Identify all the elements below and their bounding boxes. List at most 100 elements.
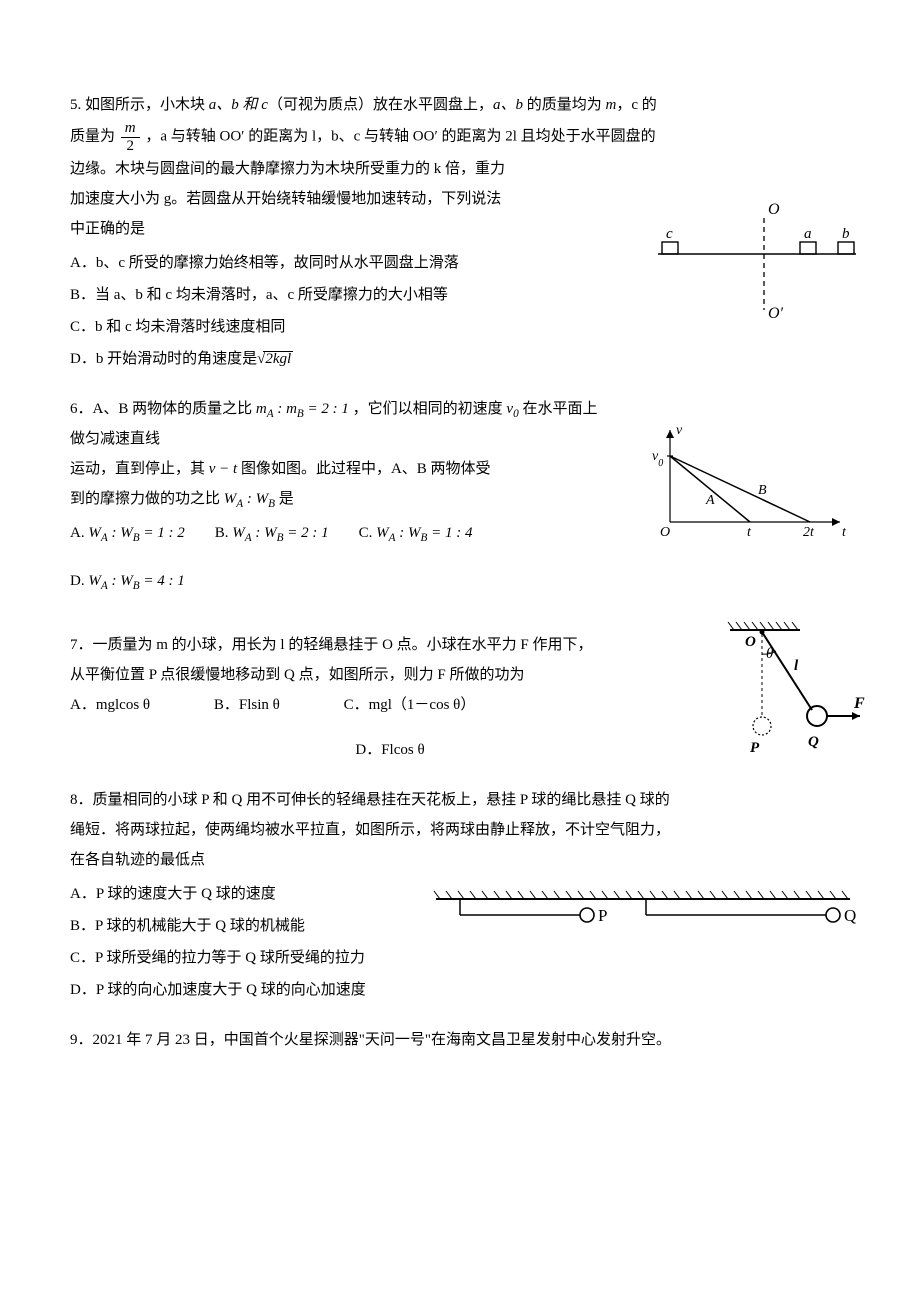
q5-ab: a、b: [493, 97, 523, 113]
q5-frac-den: 2: [121, 138, 140, 155]
q7-P-ball: [753, 717, 771, 735]
q6-ib: ，它们以相同的初速度: [349, 401, 507, 417]
q5-line3: 边缘。木块与圆盘间的最大静摩擦力为木块所受重力的 k 倍，重力: [70, 154, 850, 184]
q6-vt: v − t: [209, 461, 237, 477]
q6-fig-A: A: [705, 493, 715, 508]
q5-abc: a、b 和 c: [209, 97, 268, 113]
q7-optD: D．Flcos θ: [355, 742, 424, 758]
q8-P-ball: [580, 908, 594, 922]
q7-Q-ball: [807, 706, 827, 726]
q5-line2: 质量为 m 2 ，a 与转轴 OO′ 的距离为 l，b、c 与转轴 OO′ 的距…: [70, 120, 850, 154]
q6-v0: v0: [506, 401, 518, 417]
q7-optC: C．mgl（1－cos θ）: [344, 690, 476, 720]
question-9: 9．2021 年 7 月 23 日，中国首个火星探测器"天问一号"在海南文昌卫星…: [70, 1025, 850, 1055]
q7-optD-row: D．Flcos θ: [70, 735, 710, 765]
q6-lineB: [670, 456, 810, 522]
q8-optC: C．P 球所受绳的拉力等于 Q 球所受绳的拉力: [70, 943, 850, 973]
q6-C-val: WA : WB = 1 : 4: [376, 525, 472, 541]
q6-fig-v: v: [676, 423, 683, 438]
q6-A-val: WA : WB = 1 : 2: [88, 525, 184, 541]
q7-figure: O P θ l Q F: [700, 618, 870, 758]
q7-line2: 从平衡位置 P 点很缓慢地移动到 Q 点，如图所示，则力 F 所做的功为: [70, 660, 710, 690]
q6-optD: D. WA : WB = 4 : 1: [70, 566, 185, 596]
q6-W: WA : WB: [224, 491, 275, 507]
q9-line1: 9．2021 年 7 月 23 日，中国首个火星探测器"天问一号"在海南文昌卫星…: [70, 1025, 850, 1055]
question-5: 5. 如图所示，小木块 a、b 和 c（可视为质点）放在水平圆盘上，a、b 的质…: [70, 90, 850, 374]
q6-line2: 运动，直到停止，其 v − t 图像如图。此过程中，A、B 两物体受: [70, 454, 610, 484]
q6-B-val: WA : WB = 2 : 1: [232, 525, 328, 541]
q6-l3: 到的摩擦力做的功之比: [70, 491, 224, 507]
q6-D-val: WA : WB = 4 : 1: [88, 573, 184, 589]
q5-fraction: m 2: [121, 120, 140, 154]
q8-hatching: [434, 891, 848, 899]
q5-l1b: （可视为质点）放在水平圆盘上，: [268, 97, 493, 113]
q8-Q-ball: [826, 908, 840, 922]
q6-lineA: [670, 456, 750, 522]
q7-F-arrow: [852, 712, 860, 720]
q5-l1c: 的质量均为: [523, 97, 606, 113]
q6-l2b: 图像如图。此过程中，A、B 两物体受: [237, 461, 490, 477]
q6-l2a: 运动，直到停止，其: [70, 461, 209, 477]
q6-ia: 6．A、B 两物体的质量之比: [70, 401, 256, 417]
q6-yarrow: [666, 430, 674, 438]
q7-fig-P: P: [750, 740, 760, 756]
q6-B-lbl: B.: [215, 525, 229, 541]
q6-fig-v0: v0: [652, 449, 663, 469]
q8-fig-P: P: [598, 906, 607, 925]
q7-optB: B．Flsin θ: [214, 690, 280, 720]
q5-fig-a-rect: [800, 242, 816, 254]
q7-line1: 7．一质量为 m 的小球，用长为 l 的轻绳悬挂于 O 点。小球在水平力 F 作…: [70, 630, 710, 660]
q7-optA: A．mglcos θ: [70, 690, 150, 720]
q5-fig-a: a: [804, 226, 812, 242]
q5-fig-Op: O′: [768, 305, 784, 322]
q8-line2: 绳短．将两球拉起，使两绳均被水平拉直，如图所示，将两球由静止释放，不计空气阻力，: [70, 815, 850, 845]
q7-fig-l: l: [794, 658, 799, 674]
q7-hatching: [728, 622, 798, 630]
q5-fig-b-rect: [838, 242, 854, 254]
q5-frac-num: m: [121, 120, 140, 138]
q6-optB: B. WA : WB = 2 : 1: [215, 518, 329, 548]
q6-fig-t: t: [747, 525, 752, 540]
q8-line1: 8．质量相同的小球 P 和 Q 用不可伸长的轻绳悬挂在天花板上，悬挂 P 球的绳…: [70, 785, 850, 815]
q6-A-lbl: A.: [70, 525, 85, 541]
q8-figure: P Q: [430, 885, 860, 935]
q8-optD: D．P 球的向心加速度大于 Q 球的向心加速度: [70, 975, 850, 1005]
q6-C-lbl: C.: [359, 525, 373, 541]
q5-fig-c: c: [666, 226, 673, 242]
q6-optA: A. WA : WB = 1 : 2: [70, 518, 185, 548]
q6-fig-B: B: [758, 483, 767, 498]
q5-figure: O O′ c a b: [650, 200, 860, 330]
q6-figure: v v0 A B O t 2t t: [650, 422, 850, 542]
q5-D-pre: D．b 开始滑动时的角速度是: [70, 351, 257, 367]
q5-sqrt-arg: 2kgl: [263, 351, 293, 367]
q5-commac: ，c 的: [616, 97, 656, 113]
q7-rope: [762, 632, 812, 710]
q5-m: m: [605, 97, 616, 113]
q6-options: A. WA : WB = 1 : 2 B. WA : WB = 2 : 1 C.…: [70, 514, 610, 600]
q7-fig-F: F: [853, 695, 865, 712]
q6-line3: 到的摩擦力做的功之比 WA : WB 是: [70, 484, 610, 514]
q5-fig-c-rect: [662, 242, 678, 254]
q6-optC: C. WA : WB = 1 : 4: [359, 518, 473, 548]
q6-xarrow: [832, 518, 840, 526]
q7-fig-O: O: [745, 634, 756, 650]
q5-line1: 5. 如图所示，小木块 a、b 和 c（可视为质点）放在水平圆盘上，a、b 的质…: [70, 90, 850, 120]
q5-fig-O: O: [768, 201, 780, 218]
q6-fig-tax: t: [842, 525, 847, 540]
q8-fig-Q: Q: [844, 906, 856, 925]
q5-l2: ，a 与转轴 OO′ 的距离为 l，b、c 与转轴 OO′ 的距离为 2l 且均…: [145, 128, 655, 144]
question-6: v v0 A B O t 2t t 6．A、B 两物体的质量之比 mA : mB…: [70, 394, 850, 600]
q6-ratio: mA : mB = 2 : 1: [256, 401, 349, 417]
q8-line3: 在各自轨迹的最低点: [70, 845, 850, 875]
q5-massis: 质量为: [70, 128, 119, 144]
q6-l3b: 是: [275, 491, 294, 507]
q5-optD: D．b 开始滑动时的角速度是√2kgl: [70, 344, 850, 374]
q6-fig-O: O: [660, 525, 670, 540]
question-8: 8．质量相同的小球 P 和 Q 用不可伸长的轻绳悬挂在天花板上，悬挂 P 球的绳…: [70, 785, 850, 1005]
q6-line1: 6．A、B 两物体的质量之比 mA : mB = 2 : 1 ，它们以相同的初速…: [70, 394, 610, 454]
question-7: O P θ l Q F 7．一质量为 m 的小球，用长为 l 的轻绳悬挂于 O …: [70, 630, 850, 765]
q5-intro: 5. 如图所示，小木块: [70, 97, 209, 113]
q6-fig-2t: 2t: [803, 525, 815, 540]
q7-fig-Q: Q: [808, 734, 819, 750]
q5-fig-b: b: [842, 226, 850, 242]
